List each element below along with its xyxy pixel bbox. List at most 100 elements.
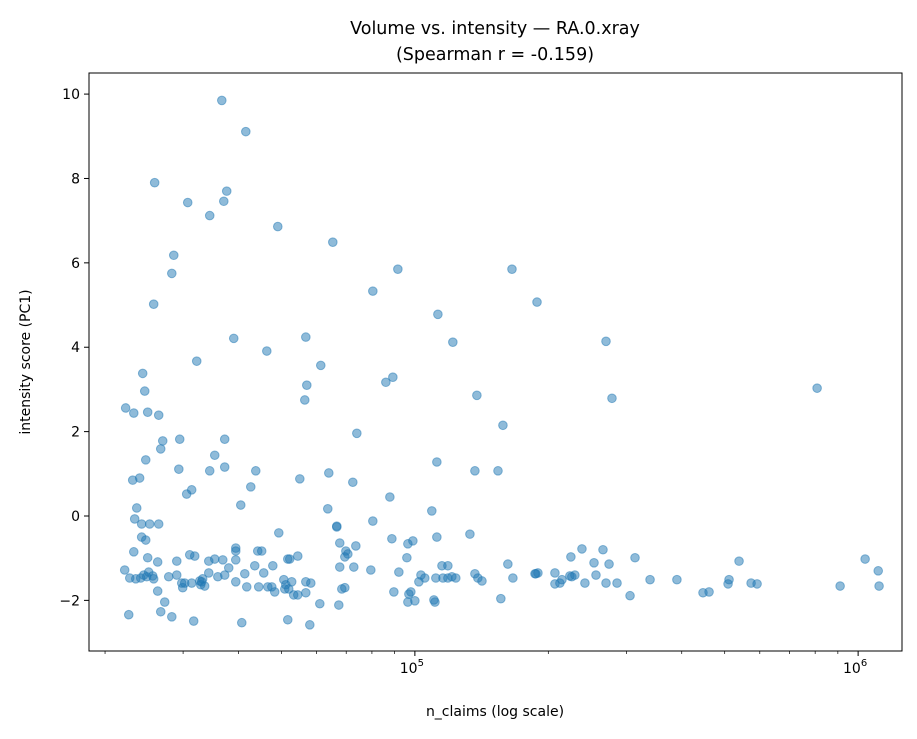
data-point — [368, 286, 378, 296]
data-point — [128, 408, 139, 418]
data-point — [209, 554, 220, 564]
data-point — [149, 177, 160, 188]
data-point — [219, 434, 230, 445]
data-point — [331, 522, 342, 532]
data-point — [349, 562, 359, 572]
data-point — [301, 587, 311, 598]
data-point — [282, 554, 293, 564]
data-point — [128, 547, 139, 557]
data-point — [601, 336, 611, 347]
data-point — [566, 552, 576, 562]
data-point — [589, 558, 599, 568]
data-point — [129, 514, 140, 524]
data-point — [625, 590, 635, 601]
data-point — [135, 573, 146, 583]
data-point — [315, 360, 326, 371]
data-point — [249, 560, 260, 571]
data-point — [394, 567, 404, 577]
y-tick-label: 2 — [71, 425, 80, 441]
data-point — [239, 568, 250, 579]
data-point — [230, 577, 241, 587]
data-point — [874, 581, 884, 591]
data-point — [199, 581, 210, 591]
data-point — [236, 617, 247, 628]
data-point — [223, 563, 234, 573]
data-point — [235, 500, 246, 510]
data-point — [532, 297, 542, 307]
chart-subtitle: (Spearman r = -0.159) — [396, 45, 594, 65]
data-point — [142, 552, 153, 563]
data-point — [219, 570, 230, 580]
data-point — [704, 587, 714, 597]
data-point — [250, 466, 261, 476]
data-point — [155, 606, 166, 617]
data-point — [645, 574, 655, 585]
data-point — [498, 420, 508, 431]
data-point — [557, 574, 567, 585]
data-point — [167, 268, 177, 279]
data-point — [508, 573, 518, 583]
y-tick-label: 10 — [62, 87, 80, 103]
data-point — [433, 309, 443, 320]
data-point — [218, 196, 229, 207]
data-point — [262, 346, 272, 356]
data-point — [152, 586, 163, 596]
data-point — [402, 552, 412, 563]
data-point — [174, 434, 185, 445]
data-point — [292, 551, 303, 561]
data-point — [734, 556, 744, 566]
data-point — [167, 612, 177, 622]
y-tick-label: 0 — [71, 509, 80, 525]
data-point — [432, 532, 442, 542]
y-tick-label: 6 — [71, 256, 80, 272]
data-point — [282, 614, 293, 625]
data-point — [245, 482, 256, 492]
data-point — [752, 579, 762, 589]
data-point — [139, 386, 150, 396]
data-point — [340, 552, 350, 562]
data-point — [612, 578, 622, 588]
data-point — [348, 477, 358, 488]
data-point — [120, 403, 131, 413]
data-point — [451, 573, 461, 583]
data-point — [723, 579, 733, 589]
data-point — [337, 584, 347, 594]
data-point — [252, 546, 263, 556]
x-axis-ticks: 105 106 — [104, 651, 867, 677]
data-point — [393, 264, 403, 274]
data-point — [230, 546, 241, 556]
data-point — [219, 462, 230, 472]
data-point — [672, 574, 682, 585]
data-point — [315, 598, 325, 609]
data-point — [470, 466, 480, 476]
data-point — [873, 566, 884, 576]
data-point — [860, 554, 870, 564]
data-point — [153, 410, 164, 420]
data-point — [137, 368, 148, 379]
data-point — [334, 562, 345, 572]
data-point — [322, 504, 333, 514]
data-point — [493, 466, 503, 476]
data-point — [432, 457, 442, 467]
data-point — [598, 544, 608, 555]
data-point — [241, 582, 252, 592]
data-point — [182, 197, 193, 208]
data-point — [403, 539, 413, 549]
data-point — [272, 221, 283, 232]
data-point — [351, 541, 361, 551]
data-point — [507, 264, 517, 274]
data-point — [577, 544, 587, 554]
data-point — [530, 568, 540, 579]
data-point — [144, 519, 155, 529]
data-points — [119, 95, 884, 630]
y-axis-label: intensity score (PC1) — [18, 289, 34, 434]
data-point — [812, 383, 822, 393]
data-point — [388, 372, 398, 382]
data-point — [134, 473, 145, 483]
data-point — [381, 377, 391, 388]
data-point — [477, 576, 487, 586]
data-point — [119, 565, 130, 575]
data-point — [306, 578, 316, 588]
data-point — [472, 390, 482, 401]
